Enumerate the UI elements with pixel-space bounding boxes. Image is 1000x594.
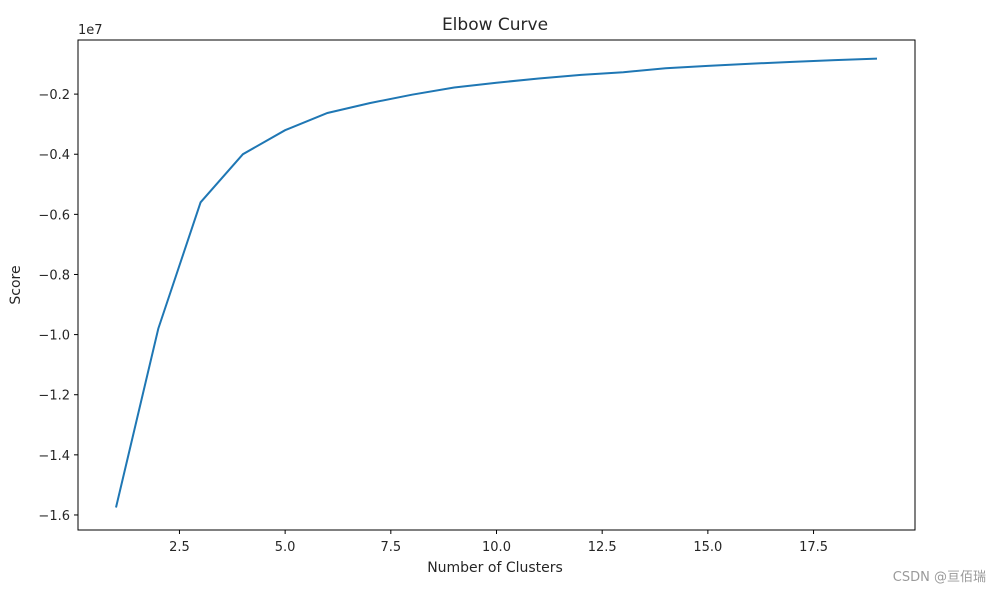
x-tick-label: 15.0 [693, 540, 722, 555]
chart-title: Elbow Curve [442, 15, 548, 35]
y-tick-label: −1.0 [38, 329, 70, 344]
y-tick-label: −0.6 [38, 208, 70, 223]
x-tick-label: 17.5 [799, 540, 828, 555]
plot-area-frame [77, 39, 916, 531]
y-tick-label: −0.4 [38, 148, 70, 163]
x-tick-label: 2.5 [169, 540, 190, 555]
y-tick-label: −0.2 [38, 88, 70, 103]
y-tick-label: −1.6 [38, 509, 70, 524]
x-tick-label: 10.0 [482, 540, 511, 555]
x-tick-label: 7.5 [380, 540, 401, 555]
x-axis-ticks: 2.5 5.0 7.5 10.0 12.5 15.0 17.5 [169, 530, 828, 555]
x-tick-label: 12.5 [588, 540, 617, 555]
x-tick-label: 5.0 [275, 540, 296, 555]
y-tick-label: −0.8 [38, 268, 70, 283]
y-axis-offset-label: 1e7 [78, 23, 103, 38]
y-axis-ticks: −0.2 −0.4 −0.6 −0.8 −1.0 −1.2 −1.4 −1.6 [38, 88, 78, 524]
y-tick-label: −1.2 [38, 389, 70, 404]
watermark: CSDN @亘佰瑞 [892, 570, 986, 585]
series-line [115, 57, 878, 508]
y-axis-title: Score [8, 265, 24, 304]
x-axis-title: Number of Clusters [427, 560, 563, 576]
y-tick-label: −1.4 [38, 449, 70, 464]
